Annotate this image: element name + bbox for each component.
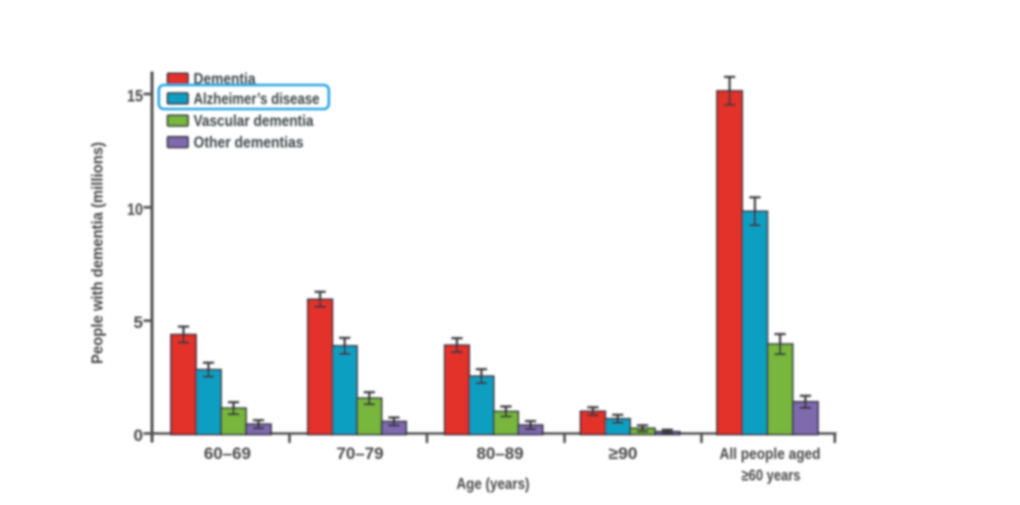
svg-text:Alzheimer’s disease: Alzheimer’s disease — [194, 91, 320, 108]
svg-text:80–89: 80–89 — [477, 444, 524, 463]
svg-text:10: 10 — [127, 200, 143, 219]
svg-text:All people aged: All people aged — [720, 446, 821, 463]
svg-text:15: 15 — [127, 87, 143, 106]
svg-text:5: 5 — [134, 313, 143, 332]
svg-text:Other dementias: Other dementias — [194, 135, 304, 152]
svg-text:Vascular dementia: Vascular dementia — [194, 113, 314, 130]
svg-text:60–69: 60–69 — [204, 444, 251, 463]
svg-text:≥90: ≥90 — [609, 444, 638, 463]
svg-text:70–79: 70–79 — [337, 444, 384, 463]
svg-text:≥60 years: ≥60 years — [742, 468, 801, 485]
svg-text:People with dementia (millions: People with dementia (millions) — [90, 142, 107, 364]
svg-text:0: 0 — [134, 426, 143, 445]
svg-text:Age (years): Age (years) — [457, 476, 530, 493]
